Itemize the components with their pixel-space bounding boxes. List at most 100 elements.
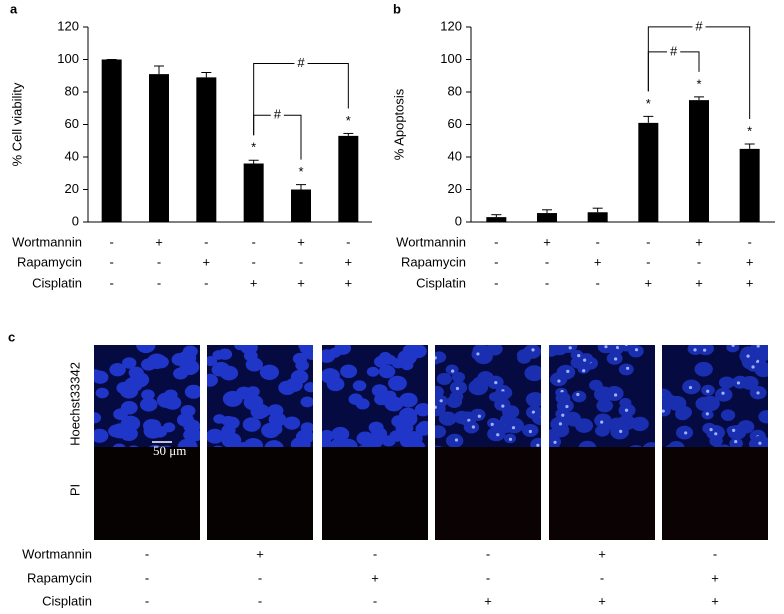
nucleus	[300, 396, 313, 408]
nucleus	[726, 345, 740, 353]
nucleus	[463, 421, 480, 434]
condition-mark: -	[346, 234, 350, 249]
nucleus	[207, 428, 225, 444]
condition-mark: -	[145, 593, 149, 608]
nucleus	[702, 422, 717, 435]
nucleus	[737, 420, 755, 434]
micrograph	[549, 345, 655, 463]
y-axis-label: % Cell viability	[9, 82, 24, 166]
condition-mark: -	[545, 254, 549, 269]
condensed-chromatin	[758, 441, 762, 445]
row-label: PI	[67, 484, 82, 496]
condition-mark: -	[595, 234, 599, 249]
y-tick-label: 20	[65, 181, 79, 196]
condensed-chromatin	[703, 348, 707, 352]
nucleus	[295, 359, 310, 371]
condition-label: Rapamycin	[17, 254, 82, 269]
bar	[638, 122, 659, 222]
nuclei	[435, 345, 541, 463]
scale-bar-label: 50 μm	[153, 443, 186, 458]
nucleus	[596, 398, 614, 413]
condition-mark: -	[204, 275, 208, 290]
condition-mark: -	[157, 254, 161, 269]
condensed-chromatin	[736, 381, 741, 385]
nucleus	[700, 395, 720, 412]
y-tick-label: 120	[440, 18, 462, 33]
nucleus	[366, 366, 380, 377]
nucleus	[593, 386, 614, 403]
nucleus	[561, 345, 576, 353]
nucleus	[163, 398, 176, 409]
condensed-chromatin	[582, 369, 586, 373]
condition-mark: +	[746, 275, 754, 290]
condensed-chromatin	[490, 422, 494, 426]
nucleus	[95, 387, 109, 399]
nucleus	[400, 360, 414, 371]
condensed-chromatin	[746, 354, 750, 358]
nucleus	[147, 353, 167, 370]
nucleus	[300, 422, 313, 433]
nucleus	[618, 363, 634, 376]
condition-label: Wortmannin	[12, 234, 82, 249]
nucleus	[502, 405, 520, 419]
nucleus	[694, 361, 713, 377]
condition-mark: +	[345, 275, 353, 290]
condensed-chromatin	[471, 425, 475, 429]
condition-label: Rapamycin	[401, 254, 466, 269]
condition-mark: -	[373, 546, 377, 561]
y-axis-label: % Apoptosis	[391, 88, 406, 160]
nucleus	[556, 364, 576, 380]
nucleus	[119, 383, 139, 399]
nucleus	[322, 429, 334, 442]
condition-mark: -	[545, 275, 549, 290]
nucleus	[283, 416, 301, 430]
nucleus	[468, 379, 489, 396]
nucleus	[219, 365, 239, 381]
condition-label: Rapamycin	[27, 570, 92, 585]
y-tick-label: 120	[57, 18, 79, 33]
condition-mark: +	[645, 275, 653, 290]
y-tick-label: 80	[65, 83, 79, 98]
nucleus	[109, 363, 126, 377]
micrograph	[435, 345, 541, 463]
nucleus	[435, 354, 442, 365]
nucleus	[217, 348, 233, 360]
condition-mark: +	[598, 593, 606, 608]
panel-label: a	[10, 1, 18, 16]
bar	[243, 163, 264, 222]
condensed-chromatin	[684, 431, 688, 435]
nucleus	[352, 380, 367, 392]
bracket-label: #	[274, 107, 282, 122]
condensed-chromatin	[435, 405, 437, 409]
nucleus	[446, 395, 463, 408]
condition-mark: +	[695, 275, 703, 290]
y-tick-label: 60	[448, 116, 462, 131]
condition-mark: -	[145, 546, 149, 561]
condition-mark: +	[256, 546, 264, 561]
condensed-chromatin	[732, 428, 736, 432]
bar	[587, 212, 608, 222]
condition-label: Wortmannin	[396, 234, 466, 249]
nucleus	[470, 408, 486, 421]
y-tick-label: 100	[440, 51, 462, 66]
nucleus	[179, 359, 200, 376]
nucleus	[524, 365, 541, 382]
nucleus	[720, 409, 736, 421]
condensed-chromatin	[476, 352, 480, 356]
y-tick-label: 40	[65, 148, 79, 163]
condensed-chromatin	[688, 385, 693, 390]
nucleus	[94, 412, 102, 424]
nucleus	[259, 364, 280, 380]
nucleus	[616, 418, 632, 431]
nucleus	[758, 410, 768, 424]
condition-mark: -	[373, 593, 377, 608]
bar	[101, 59, 122, 222]
nucleus	[595, 424, 610, 437]
condensed-chromatin	[721, 391, 725, 395]
condensed-chromatin	[467, 418, 471, 422]
bar	[486, 217, 507, 222]
condition-mark: -	[494, 234, 498, 249]
condition-mark: -	[258, 593, 262, 608]
nucleus	[417, 420, 428, 433]
